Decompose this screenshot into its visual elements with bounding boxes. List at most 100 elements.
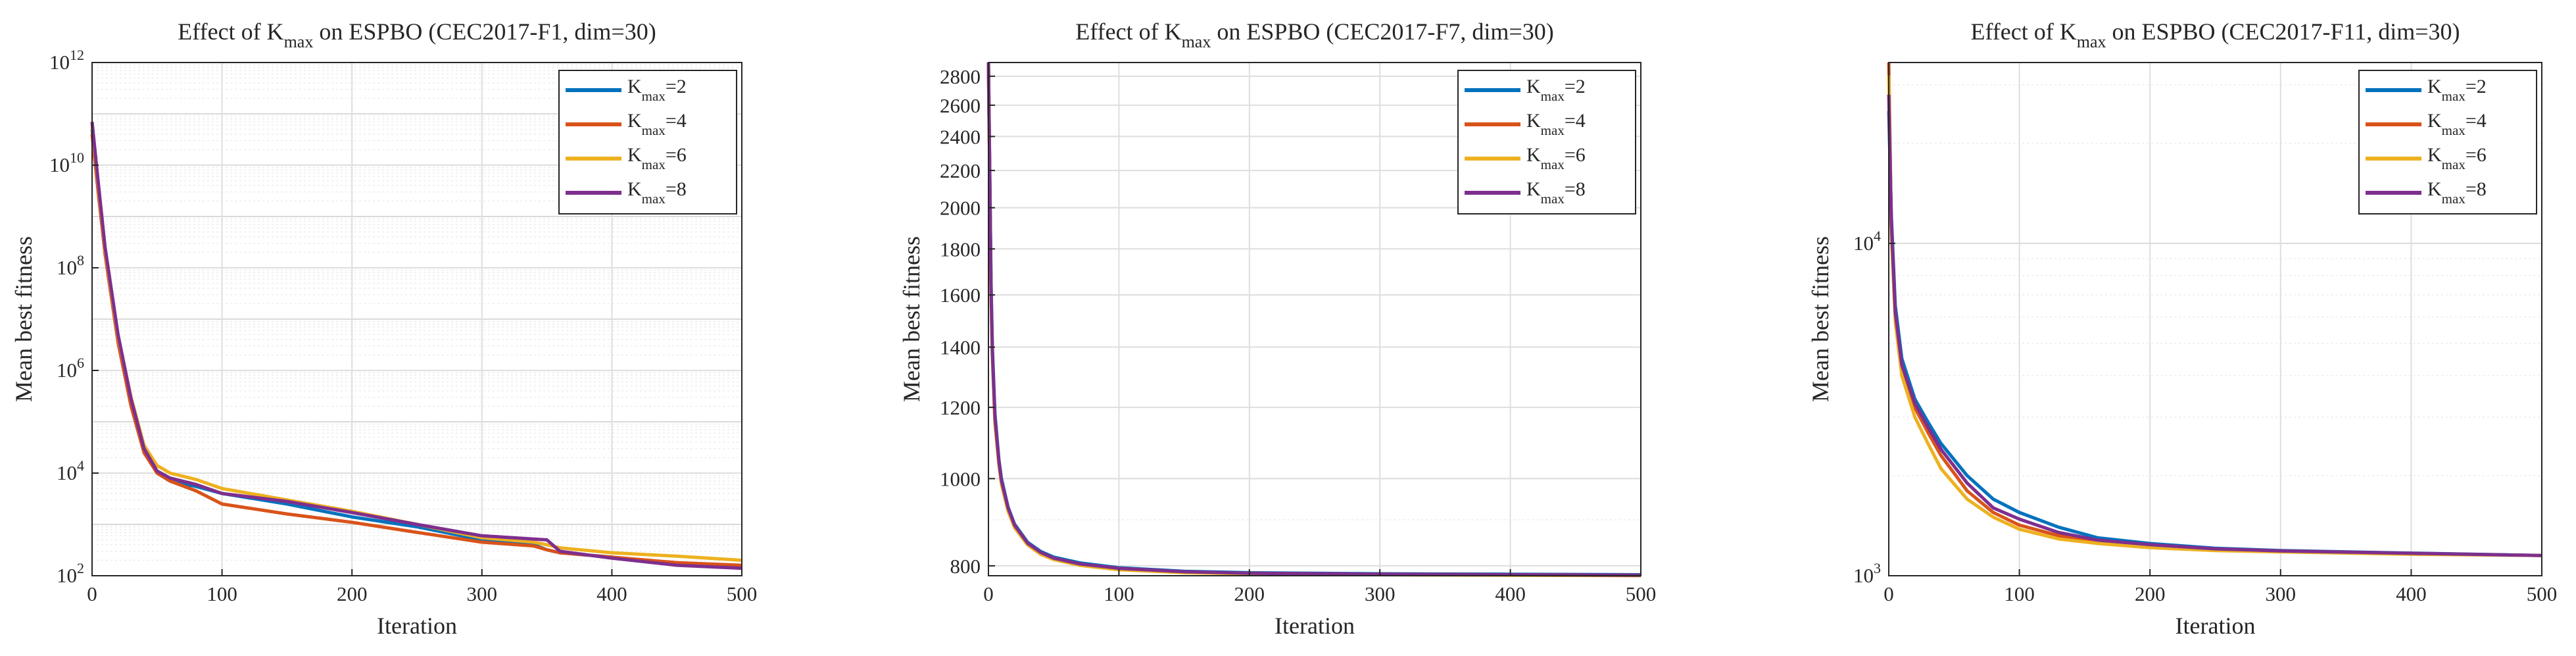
x-tick-label: 500: [2527, 582, 2558, 605]
text-part: max: [1182, 32, 1211, 51]
y-axis-label: Mean best fitness: [11, 236, 37, 402]
text-part: =8: [2466, 178, 2487, 200]
x-tick-label: 200: [337, 582, 368, 605]
text-part: K: [2427, 110, 2442, 132]
text-part: K: [2427, 76, 2442, 97]
chart-title: Effect of Kmax on ESPBO (CEC2017-F1, dim…: [178, 18, 656, 51]
series-line-4: [90, 121, 742, 570]
x-axis-label: Iteration: [377, 613, 457, 639]
text-part: max: [2077, 32, 2106, 51]
y-tick-label: 1600: [940, 284, 981, 307]
x-tick-label: 400: [596, 582, 627, 605]
text-part: 10: [57, 461, 77, 484]
y-tick-label: 1800: [940, 238, 981, 261]
text-part: K: [1526, 144, 1541, 166]
text-part: max: [642, 122, 666, 138]
axes-box: [91, 62, 742, 576]
x-axis-label: Iteration: [1275, 613, 1355, 639]
text-part: max: [2442, 88, 2466, 104]
y-tick-label: 1400: [940, 336, 981, 359]
x-axis-label: Iteration: [2175, 613, 2256, 639]
text-part: max: [1541, 88, 1565, 104]
text-part: K: [627, 110, 642, 132]
text-part: 10: [70, 149, 84, 166]
x-tick-label: 300: [1365, 582, 1396, 605]
x-tick-label: 400: [1495, 582, 1526, 605]
x-tick-label: 300: [467, 582, 498, 605]
text-part: max: [1541, 122, 1565, 138]
axes-box: [1888, 62, 2542, 576]
series-line-4: [1887, 94, 2542, 557]
text-part: 10: [49, 153, 70, 176]
legend-label-1: Kmax=2: [627, 76, 687, 104]
x-tick-label: 300: [2266, 582, 2297, 605]
legend-label-4: Kmax=8: [2427, 178, 2487, 207]
legend-label-4: Kmax=8: [627, 178, 687, 207]
text-part: 10: [57, 256, 77, 279]
text-part: max: [642, 88, 666, 104]
x-tick-label: 100: [2004, 582, 2035, 605]
x-tick-label: 100: [207, 582, 237, 605]
text-part: =8: [1565, 178, 1586, 200]
y-axis-label: Mean best fitness: [898, 236, 925, 402]
text-part: =4: [666, 110, 687, 132]
text-part: on ESPBO (CEC2017-F11, dim=30): [2106, 18, 2460, 45]
text-part: K: [1526, 178, 1541, 200]
legend-box: [2358, 70, 2537, 214]
y-tick-label: 2400: [940, 125, 981, 148]
y-axis-label: Mean best fitness: [1807, 236, 1834, 402]
y-tick-label: 2200: [940, 159, 981, 182]
text-part: K: [2427, 144, 2442, 166]
x-tick-label: 100: [1104, 582, 1134, 605]
text-part: on ESPBO (CEC2017-F7, dim=30): [1211, 18, 1553, 45]
y-tick-label: 108: [57, 252, 84, 279]
x-axis: 0 100 200 300 400 500: [87, 569, 757, 605]
text-part: K: [627, 178, 642, 200]
chart-panel-2: 0 100 200 300 400 500 Iteration 800 1000 1200 1400…: [898, 18, 1656, 639]
text-part: 10: [1853, 564, 1874, 587]
text-part: Effect of K: [1075, 18, 1181, 45]
series-group: [90, 121, 742, 570]
text-part: 8: [77, 252, 84, 268]
chart-panel-1: 0 100 200 300 400 500Iteration102104106108101…: [11, 18, 757, 639]
text-part: max: [284, 32, 314, 51]
text-part: =2: [666, 76, 687, 97]
y-tick-label: 1000: [940, 467, 981, 490]
grid: [92, 63, 742, 576]
legend-label-3: Kmax=6: [2427, 144, 2487, 172]
text-part: 10: [57, 359, 77, 382]
text-part: =8: [666, 178, 687, 200]
text-part: =2: [1565, 76, 1586, 97]
x-tick-label: 0: [1883, 582, 1894, 605]
text-part: =2: [2466, 76, 2487, 97]
text-part: 3: [1874, 560, 1881, 576]
legend-label-2: Kmax=4: [1526, 110, 1586, 138]
text-part: 10: [49, 51, 70, 74]
series-group: [1887, 62, 2542, 557]
text-part: max: [1541, 157, 1565, 172]
y-tick-label: 800: [950, 555, 981, 578]
text-part: =6: [1565, 144, 1586, 166]
x-tick-label: 500: [727, 582, 758, 605]
text-part: 2: [77, 560, 84, 576]
text-part: 4: [1874, 228, 1881, 244]
text-part: max: [2442, 191, 2466, 207]
text-part: Effect of K: [178, 18, 283, 45]
y-tick-label: 2600: [940, 94, 981, 117]
legend-label-1: Kmax=2: [2427, 76, 2487, 104]
text-part: max: [642, 191, 666, 207]
y-tick-label: 1012: [49, 47, 84, 74]
legend-box: [558, 70, 737, 214]
y-tick-label: 2000: [940, 197, 981, 220]
y-tick-label: 1010: [49, 149, 84, 176]
legend-label-2: Kmax=4: [2427, 110, 2487, 138]
text-part: K: [1526, 110, 1541, 132]
text-part: K: [2427, 178, 2442, 200]
